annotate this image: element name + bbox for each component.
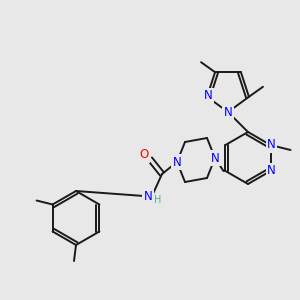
Text: N: N	[204, 89, 212, 102]
Text: H: H	[154, 195, 162, 205]
Text: N: N	[267, 139, 276, 152]
Text: N: N	[211, 152, 219, 164]
Text: N: N	[224, 106, 232, 119]
Text: N: N	[144, 190, 152, 202]
Text: O: O	[140, 148, 148, 161]
Text: N: N	[172, 155, 182, 169]
Text: N: N	[267, 164, 276, 178]
